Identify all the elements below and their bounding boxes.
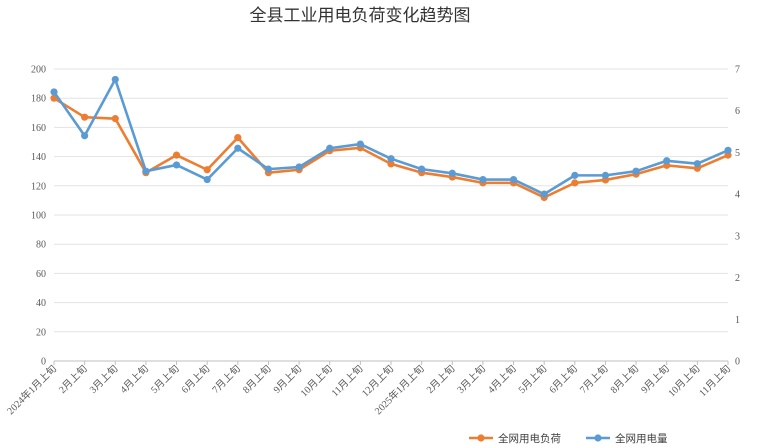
left-tick-label: 160 (31, 123, 46, 134)
x-tick-label: 6月上旬 (178, 362, 212, 396)
right-axis: 0 1 2 3 4 5 6 7 (735, 65, 740, 368)
x-tick-label: 7月上旬 (577, 362, 611, 396)
legend: 全网用电负荷 全网用电量 (469, 432, 668, 445)
series-2-point (81, 132, 89, 140)
series-2-point (264, 165, 273, 173)
series-2-point (387, 155, 395, 163)
legend-marker-1 (477, 434, 485, 442)
series-layer (50, 75, 732, 202)
series-1-point (571, 179, 579, 187)
series-2-point (172, 161, 181, 169)
x-tick-label: 5月上旬 (515, 362, 549, 396)
series-2-point (448, 169, 456, 177)
chart-title: 全县工业用电负荷变化趋势图 (250, 6, 471, 25)
x-tick-label: 4月上旬 (117, 362, 151, 396)
right-tick-label: 6 (735, 106, 740, 117)
series-2-point (295, 163, 303, 171)
series-2-point (234, 144, 242, 152)
series-2-point (663, 157, 671, 165)
left-tick-label: 100 (31, 211, 46, 222)
right-tick-label: 3 (735, 231, 740, 242)
right-tick-label: 7 (735, 65, 740, 76)
left-tick-label: 60 (36, 269, 46, 280)
series-2-point (356, 140, 364, 148)
legend-label-2: 全网用电量 (615, 432, 668, 445)
left-tick-label: 120 (31, 181, 46, 192)
series-2-point (693, 160, 701, 168)
x-tick-label: 2月上旬 (423, 362, 457, 396)
x-tick-label: 2024年1月上旬 (4, 362, 59, 417)
x-tick-label: 11月上旬 (328, 362, 365, 399)
legend-marker-2 (594, 434, 602, 442)
x-tick-label: 10月上旬 (297, 362, 334, 399)
left-tick-label: 200 (31, 65, 46, 76)
left-tick-label: 80 (36, 240, 46, 251)
series-2-point (418, 165, 426, 173)
series-1-point (203, 166, 211, 174)
x-tick-label: 2025年1月上旬 (372, 362, 427, 417)
series-2-point (50, 88, 58, 96)
x-tick-label: 6月上旬 (546, 362, 580, 396)
series-2-point (601, 171, 610, 179)
series-2-point (479, 175, 487, 184)
left-axis: 0 20 40 60 80 100 120 140 160 180 200 (31, 65, 46, 368)
series-1-point (111, 115, 119, 123)
legend-label-1: 全网用电负荷 (498, 432, 561, 445)
right-tick-label: 4 (735, 190, 740, 201)
x-tick-label: 3月上旬 (454, 362, 488, 396)
series-2-point (326, 144, 334, 152)
series-2-point (632, 167, 640, 175)
left-tick-label: 20 (36, 327, 46, 338)
left-tick-label: 40 (36, 298, 46, 309)
left-tick-label: 180 (31, 94, 46, 105)
series-2-point (540, 190, 548, 198)
series-2-point (509, 175, 518, 184)
series-2-point (111, 75, 119, 84)
x-tick-label: 4月上旬 (485, 362, 519, 396)
x-tick-label: 10月上旬 (665, 362, 702, 399)
x-tick-label: 2月上旬 (56, 362, 90, 396)
right-tick-label: 0 (735, 357, 740, 368)
right-tick-label: 2 (735, 273, 740, 284)
series-1-point (81, 113, 89, 121)
x-tick-label: 7月上旬 (209, 362, 243, 396)
grid (54, 68, 728, 362)
series-2-point (724, 146, 732, 154)
x-tick-label: 5月上旬 (148, 362, 182, 396)
right-tick-label: 1 (735, 315, 740, 326)
series-line-1 (52, 96, 730, 199)
series-1-point (387, 160, 395, 168)
left-tick-label: 140 (31, 152, 46, 163)
x-tick-label: 8月上旬 (240, 362, 274, 396)
series-1-point (234, 134, 242, 142)
series-2-point (571, 171, 579, 179)
left-tick-label: 0 (41, 357, 46, 368)
series-1-point (172, 151, 181, 159)
x-axis: 2024年1月上旬2月上旬3月上旬4月上旬5月上旬6月上旬7月上旬8月上旬9月上… (4, 361, 733, 417)
series-2-point (203, 175, 211, 184)
x-tick-label: 3月上旬 (86, 362, 120, 396)
x-tick-label: 11月上旬 (696, 362, 733, 399)
series-2-point (142, 167, 150, 175)
right-tick-label: 5 (735, 148, 740, 159)
x-tick-label: 8月上旬 (607, 362, 641, 396)
